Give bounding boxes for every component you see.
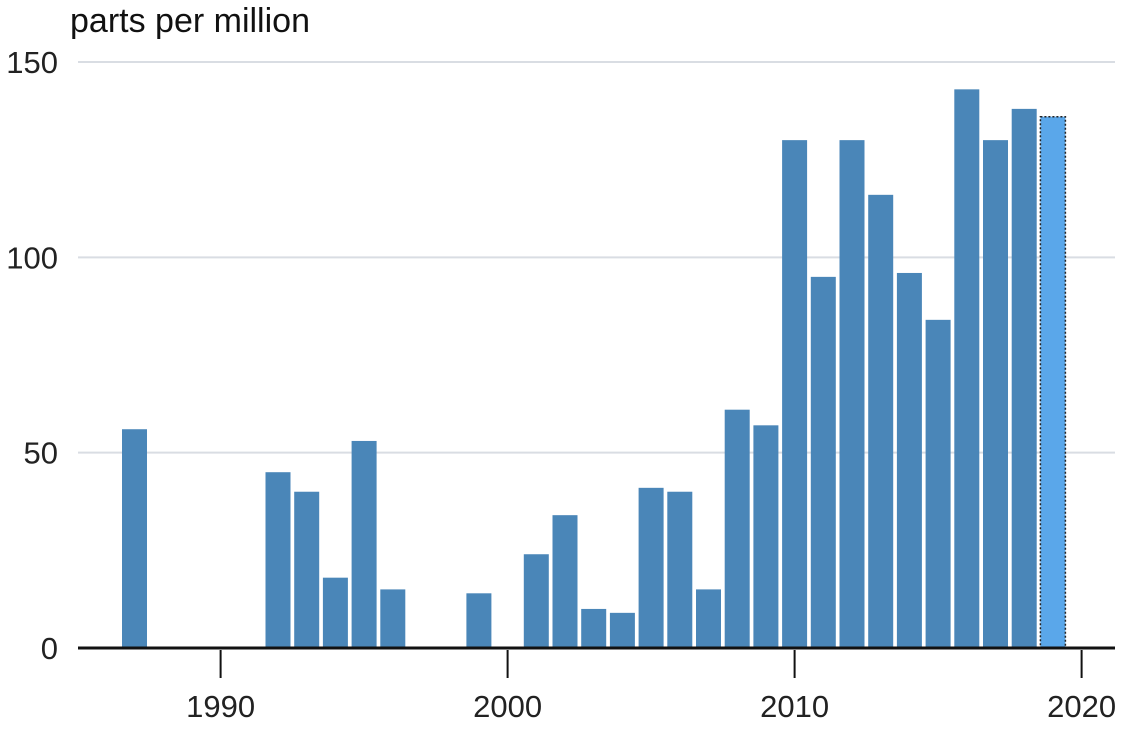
bar	[322, 577, 348, 648]
y-tick-label: 150	[6, 45, 58, 80]
bar	[896, 272, 922, 648]
bar	[523, 554, 549, 648]
bar	[753, 425, 779, 648]
bar-highlighted	[1039, 115, 1067, 649]
bar	[609, 612, 635, 648]
bar	[380, 589, 406, 648]
bar	[782, 140, 808, 648]
x-tick-label: 2000	[473, 689, 542, 724]
x-tick-label: 1990	[186, 689, 255, 724]
y-axis-unit-label: parts per million	[70, 2, 310, 40]
bar	[810, 276, 836, 648]
x-tick-label: 2020	[1047, 689, 1116, 724]
bar	[868, 194, 894, 648]
y-tick-label: 50	[24, 436, 58, 471]
bar	[294, 491, 320, 648]
x-tick-label: 2010	[760, 689, 829, 724]
bar	[552, 515, 578, 648]
bar	[696, 589, 721, 648]
bar	[122, 429, 147, 648]
bar	[724, 409, 750, 648]
bar	[265, 472, 291, 648]
bar	[667, 491, 693, 648]
bar	[466, 593, 492, 648]
bar	[1011, 108, 1037, 648]
y-tick-label: 0	[41, 631, 58, 666]
bar	[351, 440, 377, 648]
bar	[638, 487, 664, 648]
bar	[983, 140, 1008, 648]
bar	[581, 608, 607, 648]
bar	[954, 89, 980, 648]
y-tick-label: 100	[6, 240, 58, 275]
bar	[925, 319, 951, 648]
bar	[839, 140, 865, 648]
